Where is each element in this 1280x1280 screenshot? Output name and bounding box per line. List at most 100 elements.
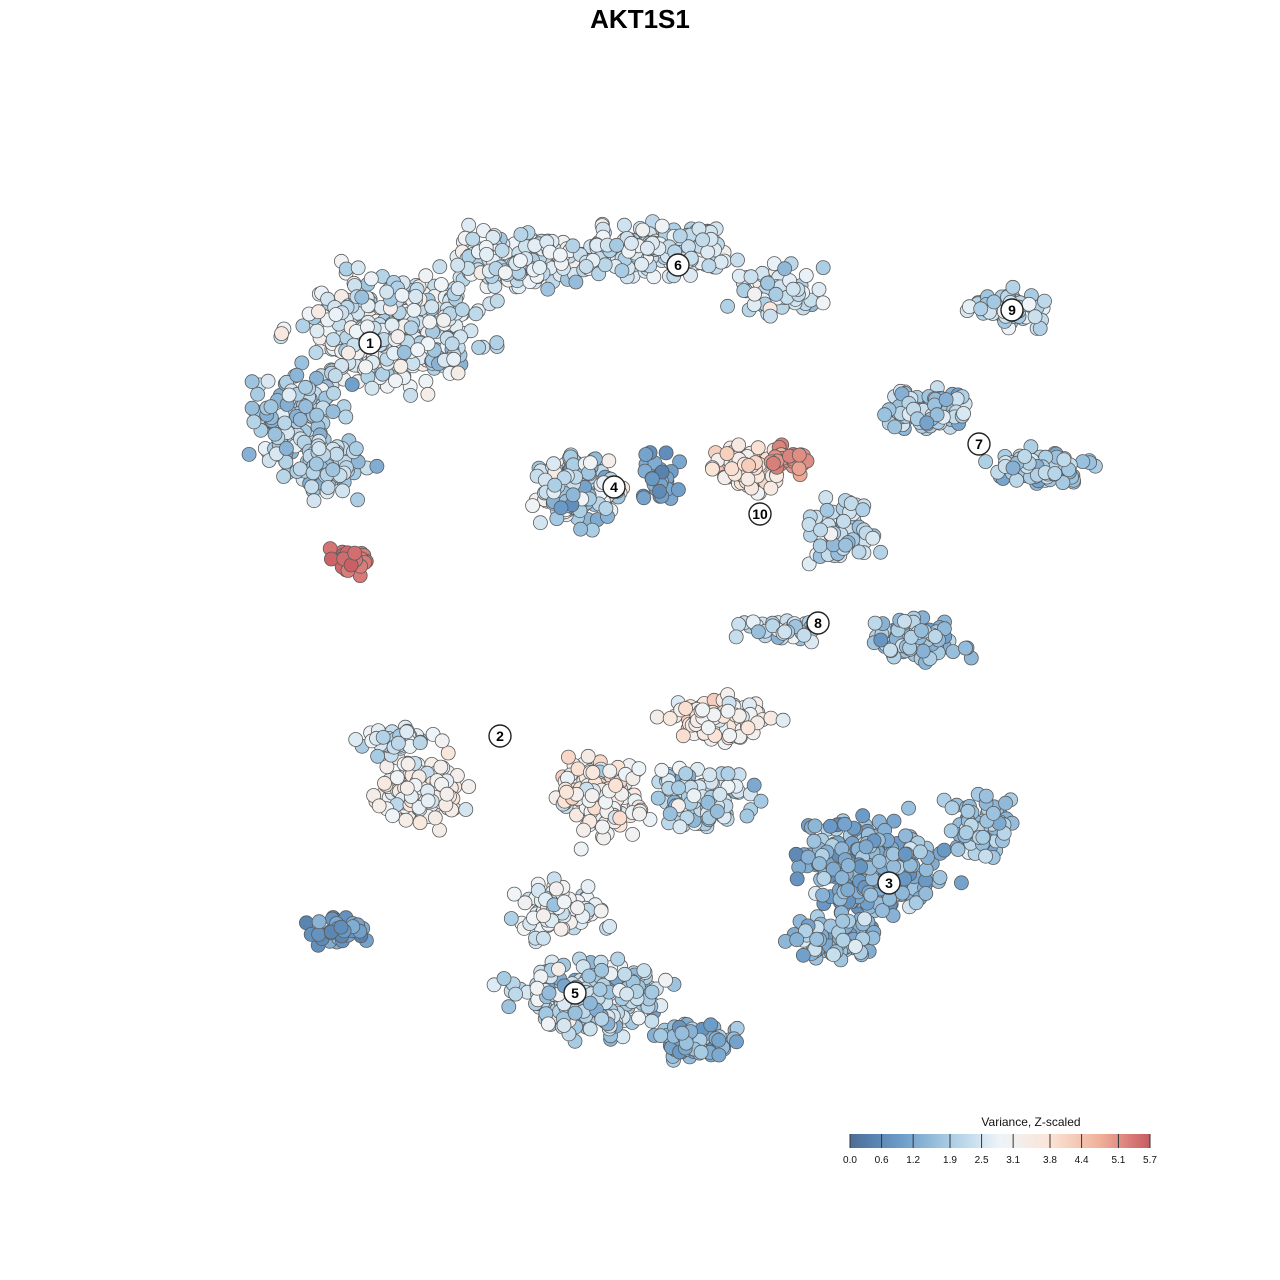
cell-point bbox=[796, 627, 812, 643]
cell-point bbox=[978, 848, 993, 864]
cell-point bbox=[936, 842, 952, 858]
cell-point bbox=[722, 728, 737, 743]
cell-point bbox=[960, 803, 976, 819]
cluster-label-5: 5 bbox=[563, 981, 587, 1005]
cluster-label-2: 2 bbox=[488, 724, 512, 748]
cell-point bbox=[363, 271, 379, 287]
legend-title: Variance, Z-scaled bbox=[981, 1115, 1080, 1129]
cell-point bbox=[450, 365, 466, 381]
cell-point bbox=[556, 1018, 572, 1033]
cell-point bbox=[883, 642, 898, 658]
cell-point bbox=[294, 355, 310, 371]
cell-point bbox=[329, 446, 345, 462]
cell-point bbox=[815, 295, 831, 311]
cell-point bbox=[945, 644, 961, 659]
cell-point bbox=[263, 399, 279, 415]
cell-point bbox=[326, 385, 342, 401]
cell-point bbox=[398, 812, 414, 828]
cell-point bbox=[501, 999, 517, 1015]
cell-point bbox=[678, 701, 693, 716]
cluster-number: 7 bbox=[975, 436, 983, 452]
cell-point bbox=[420, 386, 436, 402]
cell-point bbox=[740, 720, 756, 736]
cell-point bbox=[956, 406, 971, 421]
cell-point bbox=[658, 445, 674, 461]
cell-point bbox=[608, 778, 623, 793]
cell-point bbox=[350, 260, 366, 276]
cell-point bbox=[427, 810, 443, 826]
cell-point bbox=[532, 259, 547, 275]
cell-point bbox=[671, 482, 686, 498]
cell-point bbox=[840, 858, 856, 873]
cell-point bbox=[573, 521, 588, 537]
cell-point bbox=[978, 788, 994, 804]
cell-point bbox=[636, 963, 652, 978]
cell-point bbox=[644, 1013, 660, 1029]
cell-point bbox=[913, 844, 928, 860]
cell-point bbox=[593, 903, 609, 919]
cell-point bbox=[662, 806, 678, 822]
cell-point bbox=[508, 986, 523, 1002]
cell-point bbox=[711, 1032, 727, 1048]
cell-point bbox=[580, 879, 596, 894]
cell-point bbox=[617, 217, 632, 233]
cell-point bbox=[768, 286, 784, 302]
cell-point bbox=[559, 784, 574, 800]
cell-point bbox=[384, 317, 400, 333]
cell-point bbox=[867, 615, 883, 631]
cell-point bbox=[309, 407, 325, 423]
cell-point bbox=[838, 537, 853, 553]
cell-point bbox=[619, 986, 635, 1002]
cell-point bbox=[875, 903, 890, 918]
cell-point bbox=[565, 487, 581, 503]
cell-point bbox=[1075, 454, 1091, 470]
cell-point bbox=[540, 1016, 556, 1032]
cell-point bbox=[1009, 472, 1024, 488]
cell-point bbox=[672, 819, 688, 835]
cell-point bbox=[292, 412, 308, 427]
cluster-number: 3 bbox=[885, 875, 893, 891]
cell-point bbox=[379, 284, 395, 300]
cell-point bbox=[887, 419, 903, 435]
cell-point bbox=[765, 618, 781, 634]
cluster-marker bbox=[666, 253, 690, 277]
cell-point bbox=[399, 724, 415, 740]
cell-point bbox=[553, 500, 569, 516]
legend-tick-label: 0.6 bbox=[875, 1155, 889, 1166]
cell-point bbox=[686, 788, 702, 804]
cell-point bbox=[1005, 279, 1021, 295]
cell-point bbox=[325, 332, 341, 348]
cell-point bbox=[308, 456, 324, 472]
cell-point bbox=[281, 387, 297, 403]
cell-point bbox=[592, 982, 608, 997]
cell-point bbox=[561, 749, 576, 765]
cluster-label-7: 7 bbox=[967, 432, 991, 456]
cell-point bbox=[950, 842, 966, 857]
cell-point bbox=[998, 795, 1013, 811]
cell-point bbox=[720, 703, 736, 719]
cell-point bbox=[932, 870, 948, 885]
cell-point bbox=[789, 932, 805, 948]
cell-point bbox=[496, 971, 512, 986]
cell-point bbox=[929, 407, 945, 423]
cell-point bbox=[358, 359, 374, 375]
cell-point bbox=[348, 732, 364, 747]
cell-point bbox=[701, 720, 716, 736]
cell-point bbox=[798, 923, 813, 939]
legend-tick-label: 5.7 bbox=[1143, 1155, 1157, 1166]
cell-point bbox=[338, 409, 354, 425]
cell-point bbox=[420, 793, 436, 809]
cell-point bbox=[497, 265, 513, 281]
cell-point bbox=[551, 961, 566, 977]
cell-point bbox=[763, 480, 779, 496]
cell-point bbox=[371, 798, 387, 814]
cluster-marker bbox=[488, 724, 512, 748]
cell-point bbox=[327, 368, 343, 384]
cell-point bbox=[309, 323, 325, 339]
cell-point bbox=[364, 380, 380, 396]
legend-tick-label: 0.0 bbox=[843, 1155, 857, 1166]
cell-point bbox=[978, 454, 993, 470]
cell-point bbox=[753, 793, 769, 809]
cell-point bbox=[791, 461, 807, 476]
cell-point bbox=[598, 500, 614, 516]
